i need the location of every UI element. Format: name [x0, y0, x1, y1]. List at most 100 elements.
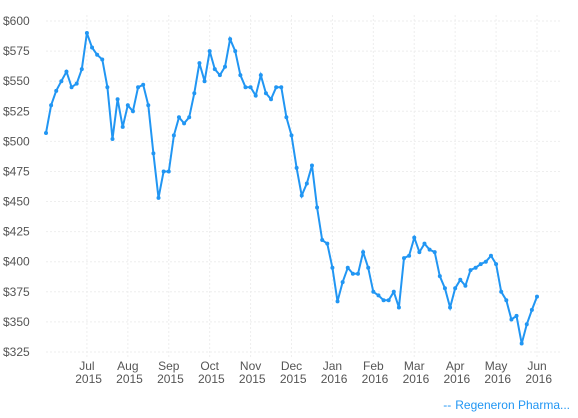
data-point: [289, 133, 294, 138]
data-point: [49, 103, 54, 108]
data-point: [90, 45, 95, 50]
data-point: [130, 109, 135, 114]
data-point: [463, 283, 468, 288]
y-tick-label: $500: [3, 134, 30, 148]
data-point: [294, 165, 299, 170]
data-point: [427, 247, 432, 252]
data-point: [529, 307, 534, 312]
data-point: [263, 91, 268, 96]
data-point: [391, 289, 396, 294]
y-tick-label: $375: [3, 285, 30, 299]
data-point: [44, 130, 48, 135]
legend-label: Regeneron Pharma...: [455, 398, 570, 412]
y-tick-label: $550: [3, 74, 30, 88]
data-point: [187, 115, 192, 120]
x-tick-label: Aug 2015: [113, 359, 143, 386]
y-tick-label: $600: [3, 14, 30, 28]
x-tick-label: Oct 2015: [195, 359, 225, 386]
y-tick-label: $400: [3, 255, 30, 269]
data-point: [366, 265, 371, 270]
data-point: [468, 268, 473, 273]
data-point: [488, 253, 493, 258]
data-point: [509, 317, 514, 322]
data-point: [228, 37, 233, 42]
data-point: [340, 280, 345, 285]
data-point: [238, 73, 243, 78]
x-tick-label: Sep 2015: [154, 359, 184, 386]
data-point: [166, 169, 171, 174]
data-point: [524, 322, 529, 327]
data-point: [483, 259, 488, 264]
data-point: [54, 88, 59, 93]
data-point: [274, 85, 279, 90]
data-point: [120, 124, 125, 129]
data-point: [151, 151, 156, 156]
data-point: [309, 163, 314, 168]
data-point: [335, 299, 340, 304]
x-tick-label: Jan 2016: [317, 359, 347, 386]
x-tick-label: Jun 2016: [522, 359, 552, 386]
y-tick-label: $575: [3, 44, 30, 58]
data-point: [171, 133, 176, 138]
data-point: [233, 49, 238, 54]
data-point: [304, 181, 309, 186]
data-point: [79, 67, 84, 72]
legend-marker: --: [443, 398, 451, 412]
y-tick-label: $450: [3, 195, 30, 209]
data-point: [100, 57, 105, 62]
data-point: [146, 103, 151, 108]
data-point: [217, 73, 222, 78]
data-point: [69, 85, 74, 90]
data-point: [386, 298, 391, 303]
legend: Regeneron Pharma... --: [443, 398, 570, 412]
data-point: [350, 271, 355, 276]
y-tick-label: $325: [3, 345, 30, 359]
data-point: [156, 195, 161, 200]
data-point: [442, 286, 447, 291]
data-point: [396, 305, 401, 310]
data-point: [141, 82, 146, 87]
data-point: [448, 305, 453, 310]
data-point: [74, 81, 79, 86]
data-point: [514, 313, 519, 318]
data-point: [136, 85, 141, 90]
data-point: [494, 262, 499, 267]
data-point: [355, 271, 360, 276]
data-point: [478, 262, 483, 267]
x-tick-label: Feb 2016: [358, 359, 388, 386]
data-point: [371, 289, 376, 294]
y-tick-label: $350: [3, 315, 30, 329]
data-point: [212, 67, 217, 72]
x-tick-label: Apr 2016: [440, 359, 470, 386]
data-point: [202, 79, 207, 84]
x-tick-label: May 2016: [481, 359, 511, 386]
x-tick-label: Dec 2015: [276, 359, 306, 386]
data-point: [299, 193, 304, 198]
y-tick-label: $425: [3, 225, 30, 239]
data-point: [381, 298, 386, 303]
data-point: [437, 274, 442, 279]
data-point: [95, 52, 100, 57]
data-point: [432, 250, 437, 255]
data-point: [279, 85, 284, 90]
data-point: [161, 169, 166, 174]
data-point: [376, 293, 381, 298]
data-point: [182, 121, 187, 126]
data-point: [110, 136, 115, 141]
data-point: [284, 115, 289, 120]
data-point: [473, 265, 478, 270]
data-point: [361, 250, 366, 255]
data-point: [248, 85, 253, 90]
data-point: [504, 298, 509, 303]
data-point: [253, 93, 258, 98]
y-tick-label: $475: [3, 164, 30, 178]
data-point: [59, 79, 64, 84]
data-point: [422, 241, 427, 246]
data-point: [115, 97, 120, 102]
data-point: [243, 85, 248, 90]
data-point: [519, 341, 524, 346]
data-point: [407, 253, 412, 258]
data-point: [345, 265, 350, 270]
data-point: [125, 103, 130, 108]
